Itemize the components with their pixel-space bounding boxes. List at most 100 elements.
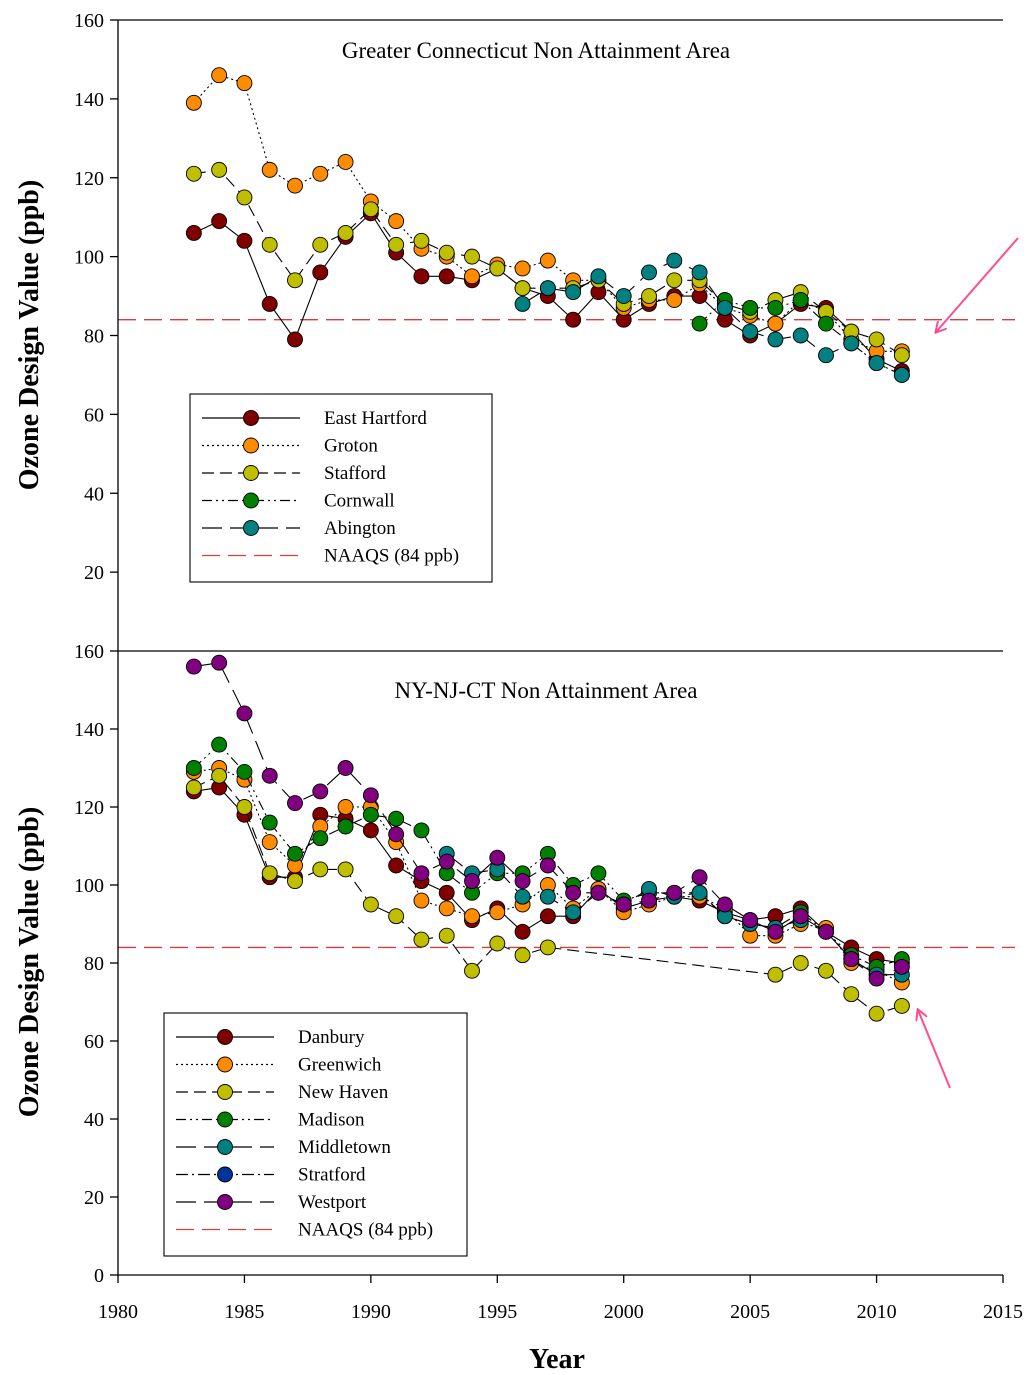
legend-marker [243,492,259,509]
data-point [590,268,607,285]
legend-label: Groton [324,436,378,457]
legend-marker [243,437,259,454]
legend-label: Middletown [298,1137,391,1158]
data-point [261,814,278,831]
data-point [666,252,683,269]
data-point [464,873,480,890]
series-line [193,767,903,983]
y-tick-label: 80 [84,953,104,975]
x-tick-label: 2015 [983,1301,1023,1323]
data-point [211,161,228,178]
data-point [438,244,455,261]
data-point [691,884,708,901]
data-point [337,154,354,170]
data-point [615,288,632,305]
legend-item: NAAQS (84 ppb) [176,1220,433,1241]
data-point [818,962,834,979]
legend-label: Stratford [298,1165,366,1186]
data-point [362,201,379,218]
data-point [868,970,885,987]
chart-panel-greater-connecticut: Greater Connecticut Non Attainment Area … [14,10,1015,584]
legend-marker [217,1111,233,1128]
y-tick-label: 140 [74,89,104,111]
y-axis-ticks: 20 40 60 80 100 120 140 160 [74,10,118,584]
data-point [489,904,506,921]
data-point [641,264,657,281]
data-point [413,892,430,909]
legend-marker [217,1166,233,1183]
series-layer [185,654,910,1022]
data-point [337,799,354,815]
legend-item: Cornwall [202,491,395,512]
data-point [742,912,759,929]
legend-label: NAAQS (84 ppb) [324,546,459,567]
legend-label: East Hartford [324,408,427,429]
legend-item: Danbury [176,1027,365,1048]
data-point [893,347,910,364]
data-point [337,225,354,241]
data-point [464,908,480,925]
data-point [287,873,303,890]
data-point [211,767,228,784]
series-line [193,662,903,980]
data-point [388,857,405,874]
legend-item: Greenwich [176,1055,382,1076]
data-point [893,366,910,383]
data-point [590,884,607,901]
data-point [236,705,253,722]
y-tick-label: 20 [84,1187,104,1209]
x-tick-label: 1990 [351,1301,391,1323]
y-tick-label: 120 [74,797,104,819]
data-point [236,232,253,249]
legend-item: Stratford [176,1165,366,1186]
data-point [362,787,379,804]
data-point [388,826,405,843]
data-point [514,947,531,964]
y-tick-label: 80 [84,326,104,348]
data-point [211,736,228,753]
plot-frame [117,19,1003,1276]
data-point [514,280,531,297]
data-point [185,225,202,241]
legend-marker [243,465,259,481]
data-point [818,923,834,940]
data-point [261,296,278,312]
legend-label: Madison [298,1110,365,1131]
legend-item: Middletown [176,1137,391,1158]
data-point [438,853,455,870]
panel-title: Greater Connecticut Non Attainment Area [342,38,730,63]
data-point [337,861,354,878]
series-westport [185,654,910,987]
data-point [691,315,708,332]
legend-marker [217,1056,233,1073]
data-point [489,260,506,277]
data-point [792,292,809,308]
series-layer [185,67,910,383]
data-point [261,161,278,178]
annotation-arrow-top [936,237,1019,332]
data-point [868,331,885,348]
data-point [261,834,278,851]
data-point [312,861,329,878]
data-point [438,268,455,285]
data-point [362,822,379,839]
data-point [438,884,455,901]
data-point [388,810,405,827]
y-tick-label: 100 [74,247,104,269]
data-point [388,236,405,253]
y-axis-ticks: 0 20 40 60 80 100 120 140 160 [74,641,118,1287]
data-point [261,865,278,882]
legend-label: Abington [324,518,396,539]
data-point [818,315,834,332]
data-point [767,331,784,348]
series-line [522,259,903,376]
y-tick-label: 40 [84,1109,104,1131]
data-point [539,939,556,956]
series-middletown [438,845,910,983]
data-point [211,213,228,230]
data-point [185,658,202,675]
data-point [843,951,860,968]
series-new-haven [185,767,910,1022]
legend-item: Groton [202,436,378,457]
data-point [185,760,202,776]
